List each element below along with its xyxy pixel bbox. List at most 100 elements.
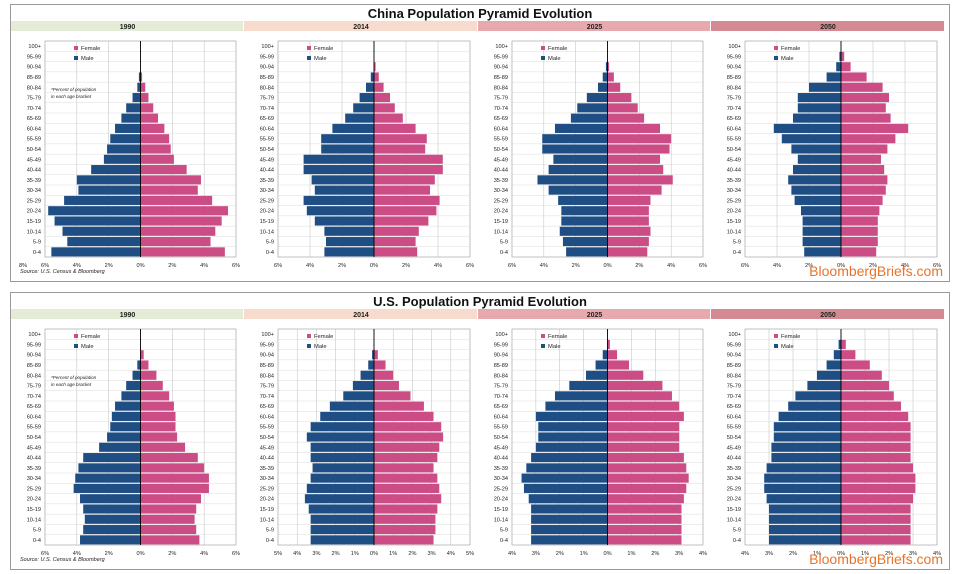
age-label: 10-14 bbox=[727, 517, 741, 523]
bar-male bbox=[64, 195, 141, 205]
bar-male bbox=[138, 72, 141, 82]
bar-male bbox=[766, 494, 841, 504]
bar-female bbox=[140, 350, 144, 360]
bar-male bbox=[372, 350, 374, 360]
bar-male bbox=[526, 463, 608, 473]
china-source: Source: U.S. Census & Bloomberg bbox=[20, 269, 105, 275]
x-tick-label: 3% bbox=[909, 551, 917, 557]
age-label: 20-24 bbox=[27, 497, 41, 503]
bar-female bbox=[841, 185, 886, 195]
bar-female bbox=[607, 350, 618, 360]
bar-male bbox=[84, 514, 141, 524]
x-tick-label: 4% bbox=[306, 263, 314, 269]
x-tick-label: 4% bbox=[447, 551, 455, 557]
bar-male bbox=[110, 422, 141, 432]
bar-female bbox=[607, 216, 649, 226]
bar-female bbox=[140, 144, 171, 154]
bar-female bbox=[607, 391, 672, 401]
bar-female bbox=[607, 206, 649, 216]
age-label: 35-39 bbox=[27, 466, 41, 472]
x-tick-label: 0% bbox=[370, 551, 378, 557]
bar-male bbox=[531, 453, 608, 463]
bar-female bbox=[140, 185, 198, 195]
bar-female bbox=[841, 93, 889, 103]
x-tick-label: 4% bbox=[540, 263, 548, 269]
age-label: 55-59 bbox=[260, 137, 274, 143]
age-label: 80-84 bbox=[27, 85, 41, 91]
bar-male bbox=[115, 123, 141, 133]
bar-female bbox=[607, 339, 610, 349]
bar-male bbox=[807, 381, 841, 391]
us-source: Source: U.S. Census & Bloomberg bbox=[20, 557, 105, 563]
age-label: 95-99 bbox=[260, 54, 274, 60]
bar-female bbox=[140, 226, 216, 236]
bar-female bbox=[607, 360, 629, 370]
x-tick-label: 3% bbox=[532, 551, 540, 557]
age-label: 20-24 bbox=[27, 209, 41, 215]
age-label: 95-99 bbox=[260, 342, 274, 348]
bar-female bbox=[140, 165, 187, 175]
age-label: 90-94 bbox=[260, 353, 274, 359]
bar-female bbox=[140, 391, 170, 401]
bar-female bbox=[607, 237, 649, 247]
bar-female bbox=[607, 165, 664, 175]
age-label: 0-4 bbox=[33, 250, 41, 256]
x-tick-label: 4% bbox=[508, 551, 516, 557]
age-label: 25-29 bbox=[260, 198, 274, 204]
bar-female bbox=[607, 442, 680, 452]
age-label: 35-39 bbox=[727, 466, 741, 472]
bar-male bbox=[605, 62, 608, 72]
bar-male bbox=[569, 381, 608, 391]
legend-swatch-female bbox=[307, 334, 311, 338]
age-label: 90-94 bbox=[494, 65, 508, 71]
age-label: 80-84 bbox=[260, 85, 274, 91]
china-panel: China Population Pyramid Evolution 1990 0… bbox=[10, 4, 950, 282]
age-label: 45-49 bbox=[494, 445, 508, 451]
bar-male bbox=[329, 401, 374, 411]
bar-female bbox=[374, 93, 390, 103]
bar-male bbox=[801, 206, 841, 216]
age-label: 15-19 bbox=[494, 507, 508, 513]
bar-female bbox=[374, 123, 416, 133]
bar-male bbox=[838, 339, 841, 349]
age-label: 85-89 bbox=[27, 363, 41, 369]
bar-female bbox=[607, 535, 682, 545]
bar-female bbox=[607, 411, 684, 421]
legend-label-male: Male bbox=[314, 344, 327, 350]
age-label: 20-24 bbox=[727, 209, 741, 215]
bar-male bbox=[67, 237, 141, 247]
us-brand: BloombergBriefs.com bbox=[809, 551, 943, 567]
bar-female bbox=[374, 494, 442, 504]
bar-female bbox=[841, 453, 911, 463]
bar-male bbox=[132, 370, 141, 380]
bar-female bbox=[374, 401, 424, 411]
bar-male bbox=[804, 247, 841, 257]
bar-female bbox=[374, 535, 434, 545]
legend-swatch-male bbox=[74, 56, 78, 60]
age-label: 35-39 bbox=[727, 178, 741, 184]
legend-label-female: Female bbox=[314, 46, 333, 52]
age-label: 90-94 bbox=[260, 65, 274, 71]
age-label: 10-14 bbox=[494, 517, 508, 523]
age-label: 95-99 bbox=[494, 342, 508, 348]
bar-female bbox=[140, 535, 200, 545]
bar-female bbox=[841, 62, 851, 72]
age-label: 5-9 bbox=[266, 528, 274, 534]
year-label: 2025 bbox=[587, 312, 603, 319]
age-label: 0-4 bbox=[33, 538, 41, 544]
age-label: 45-49 bbox=[727, 445, 741, 451]
age-label: 5-9 bbox=[500, 240, 508, 246]
bar-female bbox=[374, 82, 384, 92]
bar-male bbox=[773, 422, 841, 432]
bar-male bbox=[788, 401, 841, 411]
age-label: 50-54 bbox=[260, 435, 274, 441]
bar-female bbox=[841, 144, 888, 154]
age-label: 30-34 bbox=[727, 476, 741, 482]
bar-male bbox=[366, 82, 374, 92]
bar-male bbox=[791, 185, 841, 195]
bar-male bbox=[836, 62, 841, 72]
bar-male bbox=[769, 504, 841, 514]
age-label: 60-64 bbox=[494, 414, 508, 420]
x-tick-label: 1% bbox=[351, 551, 359, 557]
bar-male bbox=[353, 103, 374, 113]
